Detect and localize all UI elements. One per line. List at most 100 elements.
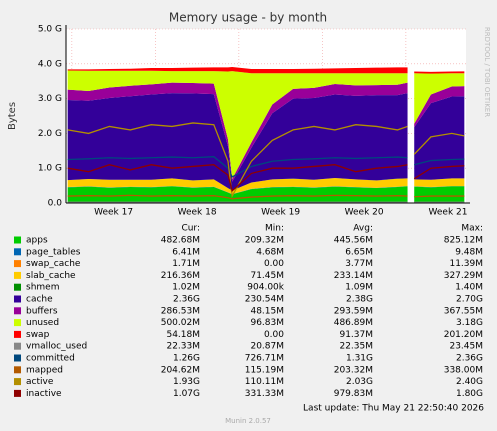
footer: Munin 2.0.57 xyxy=(225,417,271,425)
legend-header: Avg: xyxy=(353,224,373,234)
legend-stat: 2.70G xyxy=(456,295,483,305)
legend-swatch xyxy=(14,283,21,291)
legend-entry: inactive xyxy=(26,389,62,399)
legend-stat: 293.59M xyxy=(334,306,373,316)
legend-swatch xyxy=(14,354,21,362)
line xyxy=(413,165,465,180)
x-tick-label: Week 21 xyxy=(429,208,468,218)
legend-stat: 1.93G xyxy=(173,377,200,387)
legend-stat: 2.40G xyxy=(456,377,483,387)
legend-stat: 2.36G xyxy=(456,354,483,364)
chart-title: Memory usage - by month xyxy=(169,11,327,25)
legend-stat: 3.77M xyxy=(345,259,373,269)
legend-stat: 0.00 xyxy=(264,330,284,340)
legend-stat: 9.48M xyxy=(455,247,483,257)
legend-stat: 979.83M xyxy=(334,389,373,399)
legend-stat: 201.20M xyxy=(444,330,483,340)
area xyxy=(414,186,465,188)
y-tick-label: 2.0 G xyxy=(38,129,62,139)
legend-stat: 1.02M xyxy=(172,283,200,293)
legend-swatch xyxy=(14,271,21,279)
y-axis-label: Bytes xyxy=(7,102,18,130)
legend-entry: swap xyxy=(26,330,50,340)
legend-stat: 2.36G xyxy=(173,295,200,305)
legend-swatch xyxy=(14,389,21,397)
legend-header: Max: xyxy=(461,224,483,234)
legend-entry: slab_cache xyxy=(26,271,76,281)
x-tick-label: Week 19 xyxy=(261,208,300,218)
legend-stat: 825.12M xyxy=(444,236,483,246)
legend-stat: 22.35M xyxy=(339,342,373,352)
y-tick-label: 5.0 G xyxy=(38,25,62,35)
legend-stat: 367.55M xyxy=(444,306,483,316)
legend-swatch xyxy=(14,295,21,303)
legend-stat: 91.37M xyxy=(339,330,373,340)
legend-stat: 204.62M xyxy=(161,365,200,375)
legend-stat: 233.14M xyxy=(334,271,373,281)
legend-entry: apps xyxy=(26,236,48,246)
legend-stat: 1.71M xyxy=(172,259,200,269)
legend-stat: 726.71M xyxy=(245,354,284,364)
line xyxy=(67,156,408,178)
legend-stat: 96.83M xyxy=(250,318,284,328)
legend-header: Cur: xyxy=(181,224,200,234)
legend-stat: 1.40M xyxy=(455,283,483,293)
area xyxy=(414,96,465,180)
x-tick-label: Week 17 xyxy=(94,208,133,218)
legend-entry: vmalloc_used xyxy=(26,342,87,352)
legend-stat: 445.56M xyxy=(334,236,373,246)
legend-swatch xyxy=(14,307,21,315)
y-tick-label: 0.0 xyxy=(48,199,63,209)
legend-entry: cache xyxy=(26,295,53,305)
area xyxy=(67,186,408,203)
area xyxy=(67,66,408,74)
legend-stat: 2.38G xyxy=(346,295,373,305)
legend-entry: swap_cache xyxy=(26,259,81,269)
legend-stat: 6.65M xyxy=(345,247,373,257)
legend-header: Min: xyxy=(265,224,284,234)
legend-stat: 904.00k xyxy=(247,283,284,293)
legend-stat: 486.89M xyxy=(334,318,373,328)
legend-swatch xyxy=(14,319,21,327)
watermark: RRDTOOL / TOBI OETIKER xyxy=(483,27,491,117)
legend-stat: 6.41M xyxy=(172,247,200,257)
area xyxy=(67,82,408,182)
legend-stat: 1.31G xyxy=(346,354,373,364)
x-tick-label: Week 20 xyxy=(345,208,384,218)
legend-stat: 1.09M xyxy=(345,283,373,293)
legend-stat: 22.33M xyxy=(166,342,200,352)
y-tick-label: 4.0 G xyxy=(38,59,62,69)
legend-stat: 71.45M xyxy=(250,271,284,281)
line xyxy=(414,158,465,166)
legend-stat: 54.18M xyxy=(166,330,200,340)
legend-stat: 11.39M xyxy=(449,259,483,269)
legend-stat: 500.02M xyxy=(161,318,200,328)
legend-swatch xyxy=(14,378,21,386)
legend-stat: 230.54M xyxy=(245,295,284,305)
legend-stat: 48.15M xyxy=(250,306,284,316)
legend-swatch xyxy=(14,248,21,256)
last-update: Last update: Thu May 21 22:50:40 2026 xyxy=(303,404,484,414)
legend-swatch xyxy=(14,330,21,338)
legend-stat: 338.00M xyxy=(444,365,483,375)
x-tick-label: Week 18 xyxy=(178,208,217,218)
line xyxy=(67,122,408,199)
legend-entry: buffers xyxy=(26,306,58,316)
legend-stat: 482.68M xyxy=(161,236,200,246)
legend-stat: 331.33M xyxy=(245,389,284,399)
legend-entry: page_tables xyxy=(26,247,81,257)
area xyxy=(67,178,408,195)
legend-stat: 4.68M xyxy=(256,247,284,257)
line xyxy=(414,195,465,198)
legend-stat: 286.53M xyxy=(161,306,200,316)
legend-stat: 0.00 xyxy=(264,259,284,269)
legend-swatch xyxy=(14,366,21,374)
legend-stat: 1.07G xyxy=(173,389,200,399)
line xyxy=(67,164,408,193)
legend-swatch xyxy=(14,260,21,268)
legend-swatch xyxy=(14,236,21,244)
legend-stat: 2.03G xyxy=(346,377,373,387)
area xyxy=(414,73,465,124)
legend-entry: unused xyxy=(26,318,59,328)
